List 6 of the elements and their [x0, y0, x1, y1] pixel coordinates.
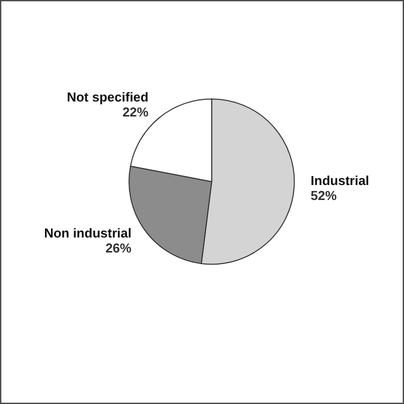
slice-label: Industrial — [310, 172, 370, 188]
data-label: 52% — [310, 188, 338, 203]
slice-label: Non industrial — [44, 226, 132, 241]
data-label: 26% — [105, 240, 132, 256]
slice-label: Not specified — [66, 89, 149, 104]
data-label: 22% — [122, 104, 149, 120]
